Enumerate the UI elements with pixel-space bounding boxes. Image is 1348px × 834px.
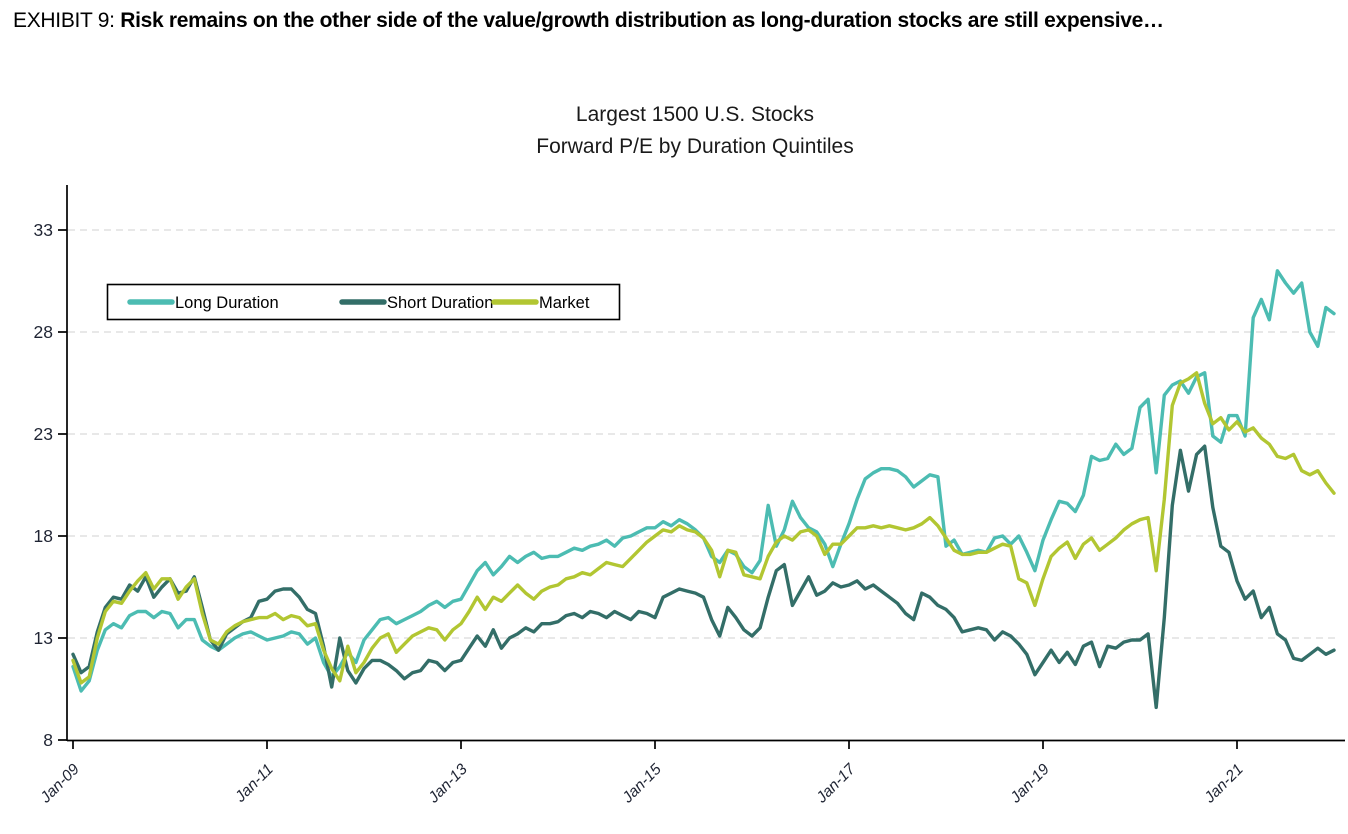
x-tick-label: Jan-21: [1201, 761, 1247, 807]
chart-title: Largest 1500 U.S. Stocks Forward P/E by …: [0, 103, 1348, 159]
x-tick-label: Jan-17: [813, 760, 860, 807]
x-tick-label: Jan-13: [425, 761, 472, 808]
series-line-market: [71, 371, 1336, 685]
y-tick-label: 13: [34, 628, 53, 648]
y-tick-label: 33: [34, 220, 53, 240]
x-tick-label: Jan-19: [1007, 761, 1054, 808]
x-tick-label: Jan-15: [619, 761, 666, 808]
y-tick-label: 28: [34, 322, 53, 342]
chart-title-line2: Forward P/E by Duration Quintiles: [536, 135, 854, 158]
exhibit-header: EXHIBIT 9: Risk remains on the other sid…: [13, 6, 1313, 36]
chart-title-line1: Largest 1500 U.S. Stocks: [575, 103, 815, 126]
legend-label-market: Market: [539, 294, 590, 312]
x-tick-label: Jan-11: [231, 761, 276, 806]
legend-label-short-duration: Short Duration: [387, 294, 493, 312]
series-line-short-duration: [71, 444, 1336, 710]
exhibit-label: EXHIBIT 9:: [13, 9, 115, 32]
series-line-long-duration: [71, 269, 1336, 693]
x-tick-label: Jan-09: [37, 761, 84, 808]
exhibit-title: Risk remains on the other side of the va…: [120, 9, 1164, 32]
y-tick-label: 23: [34, 424, 53, 444]
y-tick-label: 18: [34, 526, 53, 546]
y-tick-label: 8: [43, 730, 53, 750]
legend-label-long-duration: Long Duration: [175, 294, 279, 312]
